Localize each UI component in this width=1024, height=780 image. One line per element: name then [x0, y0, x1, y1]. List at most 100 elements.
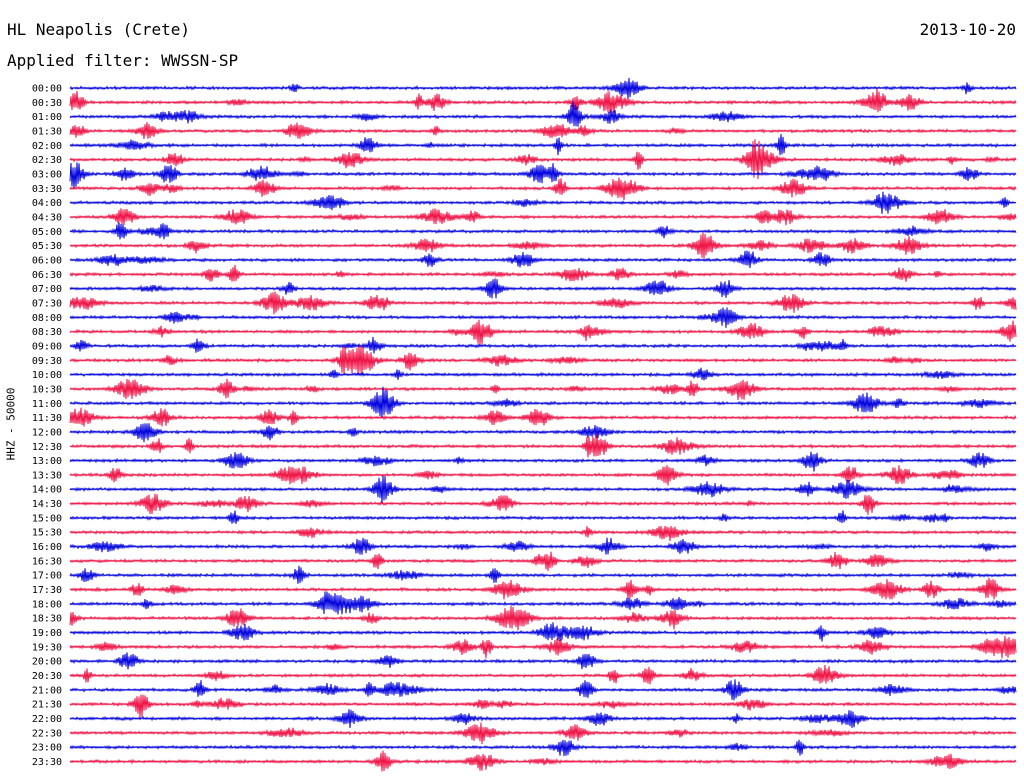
- time-label: 12:00: [32, 427, 62, 438]
- trace-0900: [69, 336, 1017, 354]
- time-label: 05:30: [32, 241, 62, 252]
- trace-0130: [69, 122, 1017, 140]
- time-label: 20:30: [32, 671, 62, 682]
- trace-0500: [69, 222, 1017, 240]
- trace-1100: [69, 386, 1017, 418]
- trace-0730: [69, 291, 1017, 315]
- trace-2000: [69, 652, 1017, 670]
- trace-1730: [69, 577, 1017, 600]
- time-label: 15:30: [32, 528, 62, 539]
- trace-0030: [69, 88, 1017, 113]
- time-label: 08:30: [32, 327, 62, 338]
- trace-2230: [69, 722, 1017, 745]
- trace-0100: [69, 101, 1017, 127]
- trace-1000: [69, 367, 1017, 381]
- time-label: 16:00: [32, 542, 62, 553]
- time-label: 02:30: [32, 155, 62, 166]
- time-label: 21:30: [32, 700, 62, 711]
- trace-2030: [69, 664, 1017, 685]
- trace-2200: [69, 709, 1017, 729]
- time-label: 07:00: [32, 284, 62, 295]
- time-label: 11:30: [32, 413, 62, 424]
- time-label: 09:30: [32, 356, 62, 367]
- time-label: 02:00: [32, 141, 62, 152]
- time-label: 13:00: [32, 456, 62, 467]
- time-label: 23:30: [32, 757, 62, 768]
- time-label: 18:00: [32, 599, 62, 610]
- trace-1800: [69, 591, 1017, 615]
- trace-1030: [69, 378, 1017, 401]
- time-label: 15:00: [32, 513, 62, 524]
- trace-1700: [69, 565, 1017, 584]
- time-label: 19:30: [32, 642, 62, 653]
- trace-1400: [69, 475, 1017, 504]
- trace-1430: [69, 493, 1017, 515]
- time-label: 20:00: [32, 657, 62, 668]
- time-label: 06:00: [32, 255, 62, 266]
- date-label: 2013-10-20: [919, 20, 1016, 39]
- trace-2130: [69, 694, 1017, 718]
- time-label: 12:30: [32, 442, 62, 453]
- trace-0530: [69, 232, 1017, 259]
- trace-1130: [69, 407, 1017, 427]
- trace-1600: [69, 537, 1017, 555]
- time-label: 05:00: [32, 227, 62, 238]
- trace-0430: [69, 208, 1017, 226]
- filter-label: Applied filter: WWSSN-SP: [7, 51, 239, 70]
- time-label: 10:30: [32, 384, 62, 395]
- trace-0700: [69, 278, 1017, 299]
- time-label: 06:30: [32, 270, 62, 281]
- trace-2100: [69, 679, 1017, 701]
- time-label: 19:00: [32, 628, 62, 639]
- time-label: 22:00: [32, 714, 62, 725]
- trace-0800: [69, 307, 1017, 328]
- trace-2300: [69, 739, 1017, 757]
- time-label: 10:00: [32, 370, 62, 381]
- time-label: 23:00: [32, 743, 62, 754]
- time-label: 22:30: [32, 728, 62, 739]
- time-label: 03:30: [32, 184, 62, 195]
- time-label: 01:00: [32, 112, 62, 123]
- time-label: 03:00: [32, 169, 62, 180]
- trace-0630: [69, 264, 1017, 282]
- trace-1630: [69, 551, 1017, 571]
- trace-1530: [69, 525, 1017, 542]
- trace-1230: [69, 433, 1017, 458]
- trace-0330: [69, 177, 1017, 201]
- time-labels: 00:00 00:30 01:00 01:30 02:00 02:30 03:00 03:30…: [32, 84, 62, 769]
- time-label: 08:00: [32, 313, 62, 324]
- time-label: 13:30: [32, 470, 62, 481]
- trace-0300: [69, 162, 1017, 189]
- time-label: 04:30: [32, 212, 62, 223]
- trace-0230: [69, 139, 1017, 180]
- trace-0930: [69, 345, 1017, 375]
- time-label: 17:30: [32, 585, 62, 596]
- trace-1930: [69, 635, 1017, 659]
- trace-lines: [69, 77, 1017, 772]
- time-label: 11:00: [32, 399, 62, 410]
- time-label: 16:30: [32, 556, 62, 567]
- time-label: 18:30: [32, 614, 62, 625]
- trace-2330: [69, 750, 1017, 772]
- trace-1500: [69, 510, 1017, 524]
- trace-1200: [69, 423, 1017, 443]
- trace-1300: [69, 451, 1017, 472]
- time-label: 01:30: [32, 126, 62, 137]
- trace-0200: [69, 134, 1017, 156]
- station-title: HL Neapolis (Crete): [7, 20, 191, 39]
- trace-0000: [69, 77, 1017, 99]
- time-label: 00:30: [32, 98, 62, 109]
- time-label: 17:00: [32, 571, 62, 582]
- time-label: 14:30: [32, 499, 62, 510]
- time-label: 00:00: [32, 84, 62, 95]
- trace-0830: [69, 319, 1017, 345]
- time-label: 07:30: [32, 298, 62, 309]
- time-label: 14:00: [32, 485, 62, 496]
- trace-0400: [69, 191, 1017, 214]
- trace-0600: [69, 250, 1017, 269]
- trace-1330: [69, 464, 1017, 486]
- trace-1830: [69, 605, 1017, 631]
- time-label: 09:00: [32, 341, 62, 352]
- trace-1900: [69, 622, 1017, 642]
